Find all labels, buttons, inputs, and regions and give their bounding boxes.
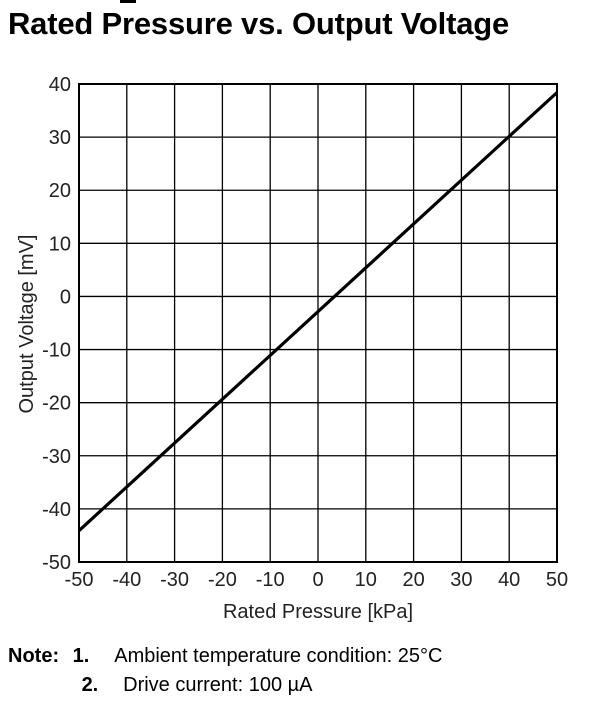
note-number: 1. — [72, 645, 90, 667]
x-tick-label: 30 — [450, 569, 472, 591]
note-text: Ambient temperature condition: 25°C — [114, 645, 443, 667]
y-tick-label: 0 — [60, 286, 71, 308]
title-overflow-fragment — [120, 0, 136, 3]
x-tick-label: 50 — [546, 569, 568, 591]
x-tick-label: -40 — [112, 569, 141, 591]
x-tick-label: -20 — [208, 569, 237, 591]
y-tick-label: 20 — [49, 180, 71, 202]
y-tick-label: -20 — [42, 393, 71, 415]
x-axis-ticks: -50 -40 -30 -20 -10 0 10 20 30 40 50 — [65, 569, 569, 591]
x-tick-label: -30 — [160, 569, 189, 591]
x-tick-label: 10 — [355, 569, 377, 591]
x-axis-label: Rated Pressure [kPa] — [223, 601, 413, 623]
y-tick-label: -50 — [42, 552, 71, 574]
note-item: Note: 1. Ambient temperature condition: … — [8, 642, 442, 671]
x-tick-label: 20 — [402, 569, 424, 591]
line-chart: 40 30 20 10 0 -10 -20 -30 -40 -50 -50 -40 -30 -20 -10… — [16, 74, 569, 623]
note-item: 2. Drive current: 100 µA — [8, 671, 442, 700]
x-tick-label: -50 — [65, 569, 94, 591]
y-tick-label: 10 — [49, 233, 71, 255]
x-tick-label: -10 — [256, 569, 285, 591]
y-axis-label: Output Voltage [mV] — [16, 235, 38, 414]
y-tick-label: -40 — [42, 499, 71, 521]
series — [77, 91, 559, 532]
notes: Note: 1. Ambient temperature condition: … — [8, 642, 442, 700]
grid — [78, 83, 558, 563]
x-tick-label: 40 — [498, 569, 520, 591]
y-tick-label: -10 — [42, 340, 71, 362]
y-tick-label: 30 — [49, 127, 71, 149]
x-tick-label: 0 — [312, 569, 323, 591]
plot-frame — [78, 83, 558, 563]
y-axis-ticks: 40 30 20 10 0 -10 -20 -30 -40 -50 — [42, 74, 71, 574]
note-label: Note: — [8, 645, 60, 667]
chart-title: Rated Pressure vs. Output Voltage — [8, 6, 510, 41]
note-number: 2. — [81, 674, 99, 696]
note-text: Drive current: 100 µA — [123, 674, 313, 696]
series-line — [77, 91, 559, 532]
y-tick-label: -30 — [42, 446, 71, 468]
y-tick-label: 40 — [49, 74, 71, 96]
